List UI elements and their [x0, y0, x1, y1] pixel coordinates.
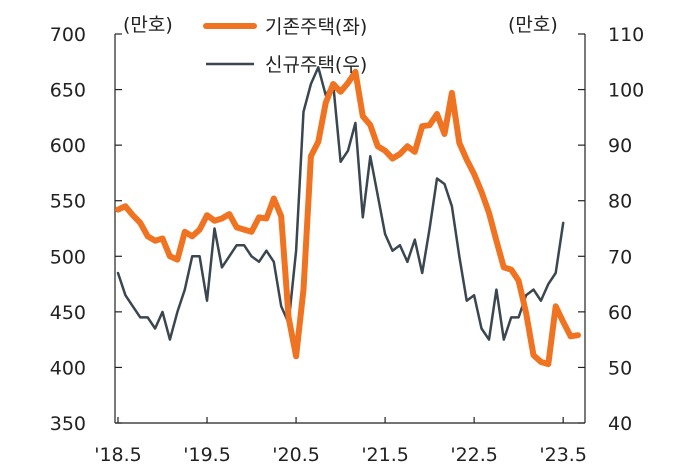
right-tick-label: 100 [608, 80, 644, 102]
series-line-new-homes [116, 66, 565, 341]
right-tick-label: 80 [608, 191, 632, 213]
series-line-existing-homes [115, 68, 581, 368]
right-tick-label: 110 [608, 24, 644, 46]
left-tick-label: 600 [50, 135, 86, 157]
left-tick-label: 700 [50, 24, 86, 46]
x-axis: '18.5 '19.5 '20.5 '21.5 '22.5 '23.5 [94, 417, 587, 466]
left-y-axis: 350 400 450 500 550 600 650 700 [50, 24, 122, 435]
left-tick-label: 500 [50, 246, 86, 268]
left-tick-label: 350 [50, 413, 86, 435]
x-tick-label: '23.5 [539, 444, 587, 466]
x-tick-label: '22.5 [450, 444, 498, 466]
right-tick-label: 40 [608, 413, 632, 435]
right-tick-label: 90 [608, 135, 632, 157]
x-tick-label: '18.5 [94, 444, 142, 466]
legend-label-existing-homes: 기존주택(좌) [265, 16, 367, 38]
left-tick-label: 550 [50, 191, 86, 213]
right-axis-unit-label: (만호) [508, 14, 558, 36]
legend: 기존주택(좌) 신규주택(우) [203, 16, 367, 76]
right-tick-label: 60 [608, 302, 632, 324]
chart-axes [114, 34, 586, 424]
left-tick-label: 650 [50, 80, 86, 102]
x-tick-label: '19.5 [183, 444, 231, 466]
right-y-axis: 40 50 60 70 80 90 100 110 [578, 24, 644, 435]
right-tick-label: 50 [608, 357, 632, 379]
left-axis-unit-label: (만호) [123, 14, 173, 36]
x-tick-label: '21.5 [361, 444, 409, 466]
x-tick-label: '20.5 [272, 444, 320, 466]
legend-label-new-homes: 신규주택(우) [265, 54, 367, 76]
left-tick-label: 450 [50, 302, 86, 324]
right-tick-label: 70 [608, 246, 632, 268]
left-tick-label: 400 [50, 357, 86, 379]
series-layer [115, 66, 581, 368]
